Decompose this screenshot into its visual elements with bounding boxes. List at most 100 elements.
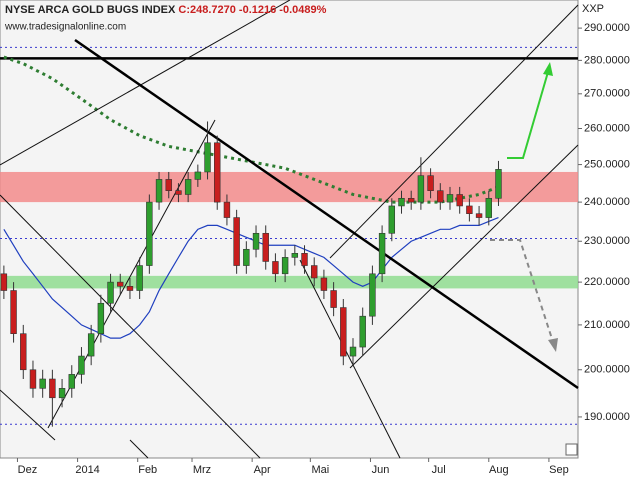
indicator-line — [3, 55, 500, 204]
candle-body — [175, 190, 182, 195]
candle-body — [117, 281, 124, 287]
candle-body — [20, 333, 27, 371]
y-tick-label: 280.0000 — [584, 54, 630, 66]
x-tick-label: Jul — [432, 464, 446, 476]
candle-body — [398, 197, 405, 207]
x-tick-label: Sep — [549, 464, 569, 476]
indicator-line — [3, 217, 499, 339]
candle-body — [136, 265, 143, 291]
candle-body — [340, 307, 347, 357]
arrow-down — [490, 239, 554, 343]
x-tick-label: Jun — [372, 464, 390, 476]
candle-body — [155, 179, 163, 203]
candle-body — [378, 232, 386, 275]
candle-body — [68, 374, 75, 389]
candle-body — [272, 261, 279, 275]
y-tick-label: 270.0000 — [584, 88, 630, 100]
trendline — [349, 144, 579, 369]
plot-area — [0, 0, 579, 459]
candle-body — [214, 142, 221, 203]
candle-body — [281, 257, 289, 275]
candle-body — [495, 169, 502, 199]
x-tick-label: Dez — [18, 464, 38, 476]
candle-body — [87, 333, 95, 357]
candle-body — [165, 179, 172, 191]
candle-body — [107, 281, 114, 304]
candle-body — [97, 302, 105, 334]
candle-body — [243, 248, 250, 266]
trendline — [74, 38, 579, 390]
candle-body — [10, 290, 17, 334]
zone — [0, 275, 578, 289]
y-tick-label: 210.0000 — [584, 319, 630, 331]
background-layer — [0, 46, 578, 425]
candle-body — [407, 197, 415, 203]
candle-body — [466, 205, 473, 214]
candle-body — [58, 388, 66, 399]
candle-body — [204, 142, 211, 173]
x-tick-label: Mai — [311, 464, 329, 476]
candle-body — [417, 175, 425, 203]
candle-body — [359, 315, 366, 348]
trendline — [47, 119, 216, 429]
candle-body — [320, 277, 328, 291]
candle-body — [252, 232, 260, 250]
y-tick-label: 220.0000 — [584, 276, 630, 288]
candle-body — [311, 265, 318, 279]
candle-body — [126, 286, 134, 291]
arrows — [490, 62, 558, 352]
y-tick-label: 240.0000 — [584, 196, 630, 208]
candle-body — [456, 194, 463, 207]
candle-body — [78, 355, 85, 375]
candle-body — [427, 175, 434, 191]
candle-body — [301, 253, 308, 266]
candle-body — [485, 197, 492, 218]
arrow-up — [507, 71, 549, 159]
candle-body — [437, 190, 444, 203]
candle-body — [233, 217, 240, 266]
x-tick-label: Apr — [254, 464, 271, 476]
arrow-head — [543, 62, 553, 76]
trendline — [0, 389, 56, 441]
candle-body — [0, 273, 8, 291]
x-tick-label: Feb — [138, 464, 157, 476]
candle-body — [146, 201, 153, 266]
candle-body — [291, 253, 299, 258]
y-tick-label: 230.0000 — [584, 235, 630, 247]
y-tick-label: 190.0000 — [584, 411, 630, 423]
y-tick-label: 290.0000 — [584, 22, 630, 34]
trendline — [329, 4, 579, 259]
quote: C:248.7270 -0.1216 -0.0489% — [178, 4, 326, 16]
candle-body — [330, 290, 337, 308]
candle-body — [349, 346, 357, 357]
trendline — [0, 194, 261, 459]
candle-body — [39, 378, 46, 389]
trendline — [0, 0, 291, 166]
copyright-icon — [565, 443, 578, 456]
title: NYSE ARCA GOLD BUGS INDEX — [5, 4, 176, 16]
candle-body — [29, 369, 37, 389]
candle-body — [262, 232, 269, 262]
symbol: XXP — [582, 3, 604, 15]
y-tick-label: 200.0000 — [584, 364, 630, 376]
candle-body — [223, 201, 231, 218]
candle-body — [475, 213, 483, 218]
candle-body — [446, 194, 454, 203]
candle-body — [194, 171, 202, 180]
candle-body — [184, 179, 192, 195]
x-tick-label: Aug — [489, 464, 509, 476]
x-tick-label: Mrz — [193, 464, 211, 476]
arrow-head — [548, 338, 558, 352]
trendline — [299, 259, 401, 459]
data-layer — [0, 121, 502, 427]
y-tick-label: 260.0000 — [584, 122, 630, 134]
trendline — [129, 439, 149, 459]
candle-body — [388, 205, 396, 234]
y-tick-label: 250.0000 — [584, 158, 630, 170]
candle-body — [369, 273, 376, 317]
trendlines — [0, 0, 579, 459]
x-tick-label: 2014 — [75, 464, 99, 476]
candle-body — [49, 378, 56, 399]
chart-title: NYSE ARCA GOLD BUGS INDEX C:248.7270 -0.… — [5, 4, 327, 16]
